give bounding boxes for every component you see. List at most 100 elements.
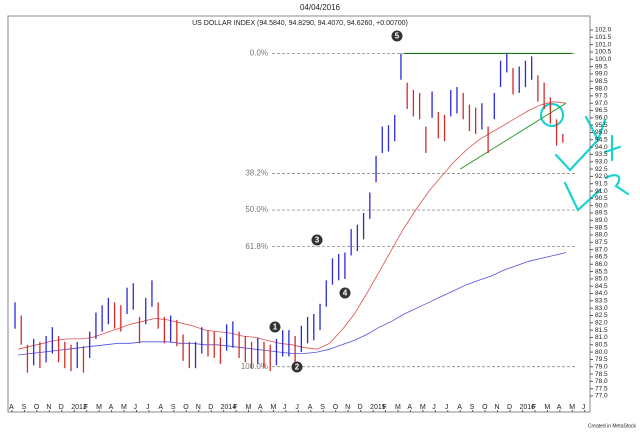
x-tick-label: J	[295, 404, 299, 411]
x-tick-label: J	[134, 404, 138, 411]
fib-label: 0.0%	[250, 49, 268, 58]
x-tick-label: D	[208, 404, 213, 411]
y-tick-label: 92.5	[595, 166, 608, 173]
fib-label: 61.8%	[245, 242, 268, 251]
y-tick-label: 87.5	[595, 239, 608, 246]
y-tick-label: 99.0	[595, 71, 608, 78]
y-tick-label: 84.5	[595, 283, 608, 290]
x-tick-label: J	[432, 404, 436, 411]
circle-note	[539, 102, 565, 128]
y-tick-label: 90.0	[595, 202, 608, 209]
moving-average	[18, 252, 567, 356]
marker	[291, 361, 303, 373]
x-tick-label: S	[21, 404, 26, 411]
chart-title: US DOLLAR INDEX (94.5840, 94.8290, 94.40…	[192, 20, 408, 27]
x-tick-label: S	[171, 404, 176, 411]
y-tick-label: 78.5	[595, 371, 608, 378]
x-tick-label: O	[183, 404, 189, 411]
y-tick-label: 83.5	[595, 298, 608, 305]
marker-label: 3	[315, 236, 320, 245]
x-tick-label: S	[320, 404, 325, 411]
y-tick-label: 89.5	[595, 210, 608, 217]
y-tick-label: 85.0	[595, 276, 608, 283]
x-tick-label: 2016	[519, 404, 535, 411]
footer: Created in MetaStock	[588, 423, 637, 429]
x-tick-label: A	[557, 404, 562, 411]
x-tick-label: M	[96, 404, 102, 411]
y-tick-label: 89.0	[595, 217, 608, 224]
y-tick-label: 79.5	[595, 356, 608, 363]
y-tick-label: 95.0	[595, 129, 608, 136]
y-tick-label: 88.5	[595, 224, 608, 231]
y-tick-label: 101.5	[595, 34, 612, 41]
x-tick-label: M	[420, 404, 426, 411]
y-tick-label: 95.5	[595, 122, 608, 129]
x-tick-label: 2015	[370, 404, 386, 411]
x-tick-label: A	[457, 404, 462, 411]
plot-frame	[7, 15, 591, 413]
x-tick-label: N	[495, 404, 500, 411]
y-tick-label: 98.5	[595, 78, 608, 85]
digit-note	[604, 174, 630, 196]
y-tick-label: 91.5	[595, 180, 608, 187]
y-tick-label: 102.0	[595, 27, 612, 34]
x-tick-label: 2013	[71, 404, 87, 411]
marker	[311, 234, 323, 246]
y-tick-label: 86.5	[595, 254, 608, 261]
x-tick-label: F	[383, 404, 387, 411]
check-note	[563, 134, 622, 212]
hand-annotations	[539, 102, 630, 212]
x-tick-label: A	[258, 404, 263, 411]
x-tick-label: A	[158, 404, 163, 411]
x-tick-label: F	[532, 404, 536, 411]
marker-label: 2	[295, 363, 300, 372]
date: 04/04/2016	[300, 3, 341, 12]
x-tick-label: M	[569, 404, 575, 411]
y-tick-label: 94.0	[595, 144, 608, 151]
marker	[269, 321, 281, 333]
y-tick-label: 81.0	[595, 334, 608, 341]
x-tick-label: M	[395, 404, 401, 411]
y-tick-label: 94.5	[595, 137, 608, 144]
moving-average	[18, 101, 567, 350]
y-tick-label: 80.0	[595, 349, 608, 356]
x-tick-label: D	[358, 404, 363, 411]
x-tick-label: A	[308, 404, 313, 411]
y-tick-label: 87.0	[595, 246, 608, 253]
x-tick-label: M	[121, 404, 127, 411]
x-tick-label: M	[270, 404, 276, 411]
x-tick-label: F	[233, 404, 237, 411]
y-tick-label: 81.5	[595, 327, 608, 334]
y-tick-label: 82.0	[595, 320, 608, 327]
y-tick-label: 100.5	[595, 49, 612, 56]
y-tick-label: 91.0	[595, 188, 608, 195]
y-tick-label: 82.5	[595, 312, 608, 319]
x-tick-label: A	[407, 404, 412, 411]
y-tick-label: 92.0	[595, 173, 608, 180]
x-tick-label: D	[59, 404, 64, 411]
y-tick-label: 101.0	[595, 41, 612, 48]
y-tick-label: 96.5	[595, 107, 608, 114]
marker-label: 5	[395, 32, 400, 41]
x-tick-label: N	[345, 404, 350, 411]
y-tick-label: 78.0	[595, 378, 608, 385]
y-tick-label: 93.0	[595, 158, 608, 165]
x-tick-label: A	[9, 404, 14, 411]
marker	[339, 287, 351, 299]
x-tick-label: O	[333, 404, 339, 411]
y-tick-label: 84.0	[595, 290, 608, 297]
x-tick-label: M	[544, 404, 550, 411]
y-tick-label: 98.0	[595, 85, 608, 92]
y-tick-label: 80.5	[595, 341, 608, 348]
y-tick-label: 88.0	[595, 232, 608, 239]
y-tick-label: 79.0	[595, 363, 608, 370]
x-tick-label: A	[109, 404, 114, 411]
y-tick-label: 83.0	[595, 305, 608, 312]
marker-label: 1	[273, 323, 278, 332]
y-tick-label: 93.5	[595, 151, 608, 158]
x-tick-label: N	[46, 404, 51, 411]
y-tick-label: 97.5	[595, 93, 608, 100]
y-tick-label: 97.0	[595, 100, 608, 107]
y-tick-label: 85.5	[595, 268, 608, 275]
